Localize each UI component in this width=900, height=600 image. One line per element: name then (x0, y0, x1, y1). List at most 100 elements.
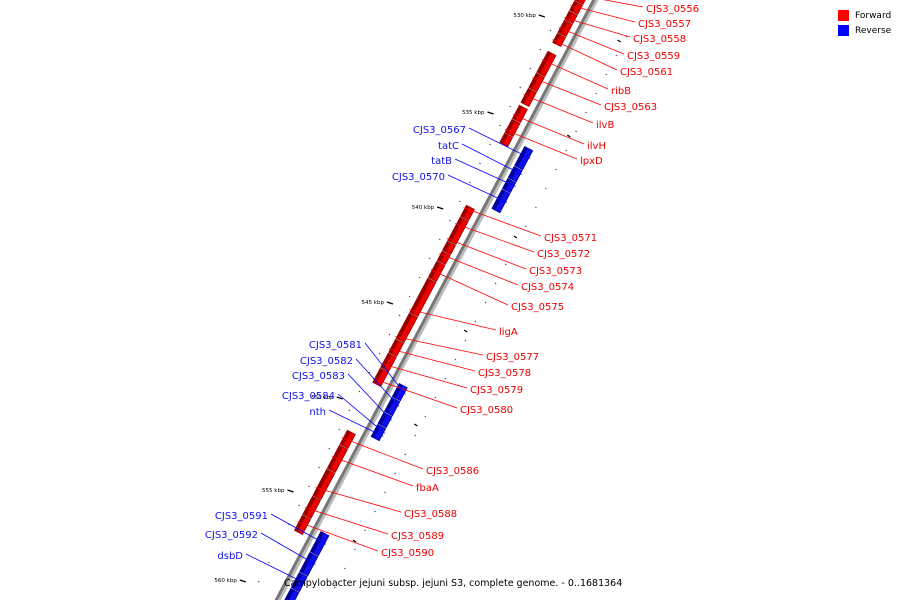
minor-tick (408, 295, 411, 298)
minor-tick (484, 301, 487, 304)
major-tick (414, 423, 418, 427)
forward-swatch (838, 10, 849, 21)
forward-gene-label: CJS3_0557 (638, 19, 691, 30)
forward-gene-label: CJS3_0573 (529, 266, 582, 277)
forward-gene-label: CJS3_0575 (511, 302, 564, 313)
reverse-leader-line (328, 409, 384, 437)
reverse-gene-label: CJS3_0591 (215, 511, 268, 522)
reverse-gene-block-side (514, 146, 528, 168)
reverse-gene-label: tatB (431, 156, 452, 167)
legend-reverse: Reverse (838, 23, 891, 38)
minor-tick (545, 187, 547, 190)
forward-gene-block-side (536, 51, 551, 75)
reverse-leader-line (364, 342, 406, 395)
minor-tick (358, 390, 361, 393)
minor-tick (524, 225, 527, 228)
minor-tick (595, 92, 598, 95)
minor-tick (529, 67, 532, 70)
minor-tick (333, 586, 336, 589)
reverse-gene-block-side (378, 412, 387, 426)
minor-tick (378, 352, 381, 355)
reverse-leader-line (468, 127, 531, 159)
forward-leader-line (395, 336, 484, 356)
forward-gene-block-side (447, 217, 464, 243)
forward-leader-line (463, 207, 542, 237)
minor-tick (539, 48, 542, 51)
reverse-gene-label: CJS3_0592 (205, 530, 258, 541)
backbone-line (274, 0, 596, 600)
tick-label: 560 kbp (214, 578, 237, 584)
minor-tick (318, 466, 320, 469)
reverse-leader-line (347, 373, 392, 421)
minor-tick (404, 453, 407, 456)
forward-gene-label: CJS3_0589 (391, 531, 444, 542)
forward-gene-block-side (340, 430, 351, 447)
minor-tick (394, 472, 396, 475)
forward-leader-line (331, 456, 414, 487)
forward-leader-line (454, 223, 535, 253)
forward-leader-line (570, 5, 636, 23)
forward-leader-line (532, 77, 602, 106)
forward-leader-line (603, 0, 644, 8)
minor-tick (434, 396, 437, 399)
reverse-gene-label: tatC (438, 141, 459, 152)
forward-leader-line (380, 363, 468, 389)
minor-tick (509, 105, 512, 108)
minor-tick (298, 504, 300, 507)
genome-backbone (274, 0, 599, 600)
forward-gene-label: CJS3_0572 (537, 249, 590, 260)
forward-gene-label: CJS3_0579 (470, 385, 523, 396)
minor-tick (474, 320, 477, 323)
reverse-gene-block-side (508, 166, 518, 180)
forward-gene-label: CJS3_0559 (627, 51, 680, 62)
forward-leader-line (372, 378, 458, 409)
minor-tick (469, 181, 471, 184)
forward-leader-line (409, 309, 497, 331)
forward-gene-label: CJS3_0580 (460, 405, 513, 416)
major-tick (513, 235, 518, 239)
forward-gene-block-side (428, 261, 440, 280)
minor-tick (398, 314, 401, 317)
forward-gene-block-side (442, 241, 451, 253)
major-tick (487, 111, 494, 115)
reverse-gene-label: CJS3_0570 (392, 172, 445, 183)
legend-forward: Forward (838, 8, 891, 23)
forward-leader-line (304, 507, 389, 535)
reverse-gene-label: CJS3_0581 (309, 340, 362, 351)
forward-gene-label: CJS3_0558 (633, 34, 686, 45)
forward-gene-block-side (302, 496, 316, 517)
major-tick (287, 489, 294, 493)
minor-tick (328, 447, 331, 450)
major-tick (352, 539, 357, 543)
minor-tick (364, 529, 366, 532)
legend-forward-label: Forward (855, 10, 892, 21)
forward-leader-line (541, 59, 609, 90)
major-tick (386, 301, 394, 305)
tick-label: 555 kbp (262, 488, 285, 494)
reverse-leader-line (461, 143, 522, 175)
major-tick (538, 14, 546, 18)
minor-tick (555, 168, 557, 171)
reverse-gene-label: CJS3_0582 (300, 356, 353, 367)
forward-leader-line (315, 487, 402, 513)
major-tick (239, 579, 247, 583)
forward-gene-label: fbaA (416, 483, 439, 494)
forward-gene-block-side (521, 88, 532, 105)
major-tick (336, 396, 343, 400)
minor-tick (464, 339, 467, 342)
tick-label: 540 kbp (412, 205, 435, 211)
minor-tick (494, 282, 497, 285)
reverse-gene-block-side (502, 178, 511, 191)
reverse-leader-line (454, 158, 516, 187)
minor-tick (424, 415, 427, 418)
minor-tick (519, 86, 522, 89)
reverse-gene-block-side (299, 552, 313, 574)
minor-tick (438, 238, 441, 241)
minor-tick (479, 162, 481, 165)
minor-tick (565, 149, 567, 152)
forward-leader-line (439, 253, 519, 286)
forward-leader-line (504, 129, 578, 160)
minor-tick (499, 124, 501, 127)
forward-gene-block-side (564, 11, 573, 22)
